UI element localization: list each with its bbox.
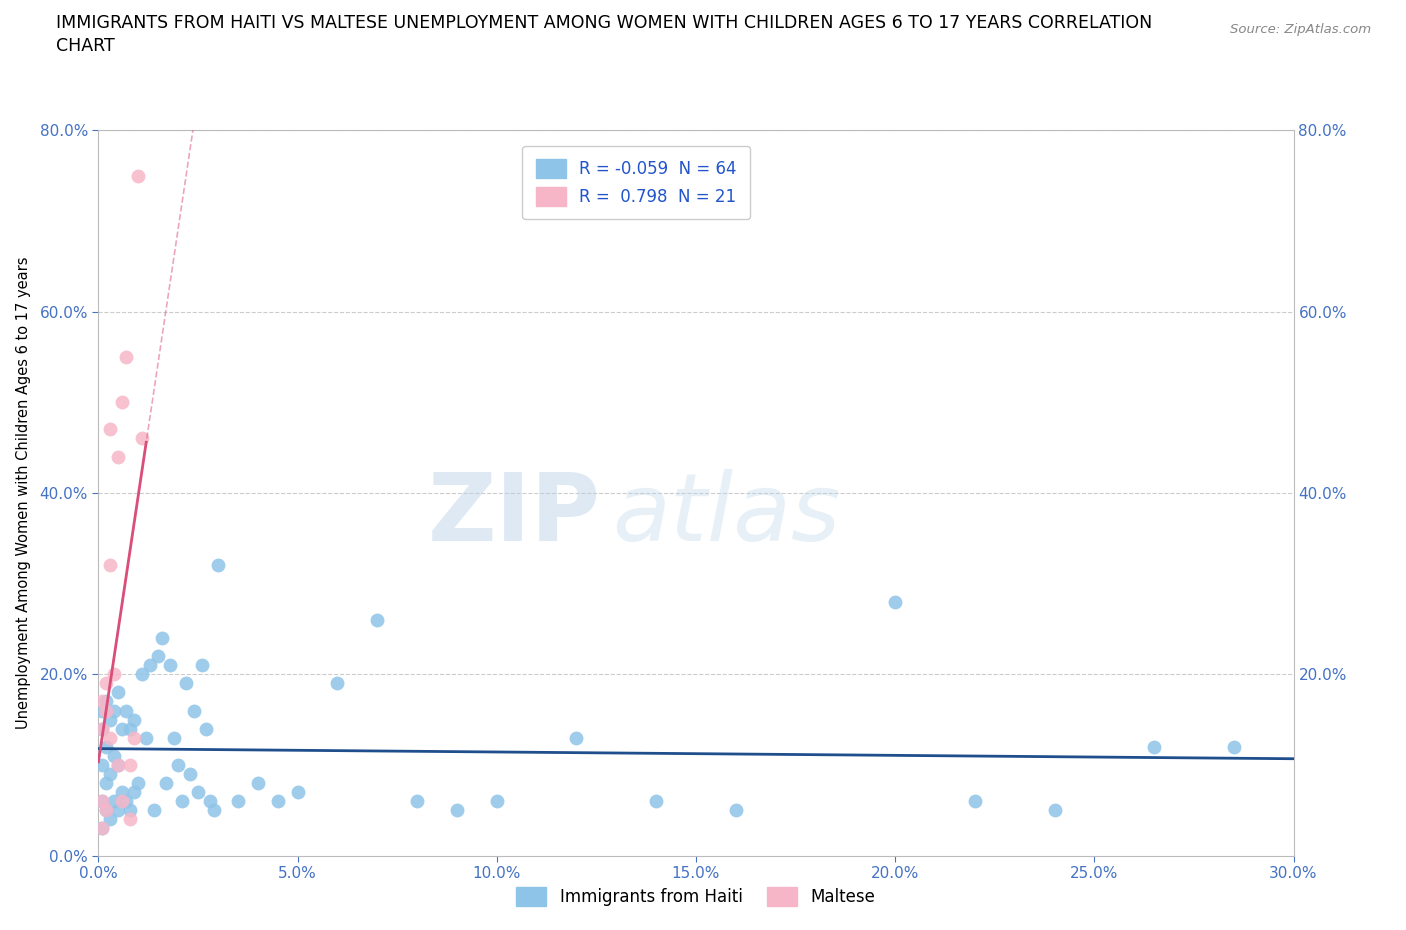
Point [91, 722, 114, 737]
Point [226, 794, 249, 809]
Point [100, 730, 122, 745]
Point [103, 794, 125, 809]
Point [139, 658, 162, 672]
Point [103, 749, 125, 764]
Point [1222, 739, 1246, 754]
Point [100, 558, 122, 573]
Point [187, 785, 209, 800]
Point [406, 794, 429, 809]
Point [91, 694, 114, 709]
Point [91, 794, 114, 809]
Point [127, 776, 149, 790]
Point [111, 785, 134, 800]
Point [96, 739, 118, 754]
Text: IMMIGRANTS FROM HAITI VS MALTESE UNEMPLOYMENT AMONG WOMEN WITH CHILDREN AGES 6 T: IMMIGRANTS FROM HAITI VS MALTESE UNEMPLO… [56, 14, 1153, 32]
Point [107, 803, 129, 817]
Point [202, 803, 225, 817]
Point [127, 168, 149, 183]
Point [111, 722, 134, 737]
Point [287, 785, 309, 800]
Point [135, 730, 157, 745]
Point [96, 803, 118, 817]
Point [963, 794, 986, 809]
Point [120, 722, 142, 737]
Point [124, 730, 146, 745]
Point [91, 703, 114, 718]
Point [195, 722, 218, 737]
Point [107, 757, 129, 772]
Point [1143, 739, 1166, 754]
Point [191, 658, 214, 672]
Point [115, 703, 138, 718]
Text: CHART: CHART [56, 37, 115, 55]
Point [246, 776, 269, 790]
Point [183, 703, 205, 718]
Point [143, 803, 166, 817]
Point [326, 676, 349, 691]
Point [96, 676, 118, 691]
Point [103, 703, 125, 718]
Point [163, 730, 186, 745]
Point [1043, 803, 1066, 817]
Point [267, 794, 290, 809]
Point [100, 766, 122, 781]
Point [111, 794, 134, 809]
Point [96, 694, 118, 709]
Point [111, 395, 134, 410]
Point [100, 712, 122, 727]
Point [207, 558, 229, 573]
Point [100, 422, 122, 437]
Point [91, 722, 114, 737]
Point [91, 757, 114, 772]
Point [565, 730, 588, 745]
Point [120, 757, 142, 772]
Point [148, 649, 170, 664]
Point [124, 785, 146, 800]
Point [103, 667, 125, 682]
Point [198, 794, 221, 809]
Point [124, 712, 146, 727]
Point [724, 803, 747, 817]
Point [131, 667, 153, 682]
Text: Source: ZipAtlas.com: Source: ZipAtlas.com [1230, 23, 1371, 36]
Point [115, 794, 138, 809]
Point [172, 794, 194, 809]
Point [96, 776, 118, 790]
Point [485, 794, 508, 809]
Point [91, 794, 114, 809]
Point [366, 613, 388, 628]
Point [131, 432, 153, 446]
Point [179, 766, 201, 781]
Point [115, 350, 138, 365]
Point [107, 684, 129, 700]
Text: ZIP: ZIP [427, 469, 600, 561]
Point [645, 794, 668, 809]
Point [107, 757, 129, 772]
Point [96, 803, 118, 817]
Legend: Immigrants from Haiti, Maltese: Immigrants from Haiti, Maltese [509, 880, 883, 912]
Y-axis label: Unemployment Among Women with Children Ages 6 to 17 years: Unemployment Among Women with Children A… [17, 257, 31, 729]
Point [159, 658, 181, 672]
Point [167, 757, 190, 772]
Point [120, 803, 142, 817]
Point [155, 776, 177, 790]
Point [96, 703, 118, 718]
Point [884, 594, 907, 609]
Text: atlas: atlas [613, 469, 841, 560]
Point [174, 676, 197, 691]
Point [107, 449, 129, 464]
Point [150, 631, 173, 645]
Point [100, 812, 122, 827]
Point [120, 812, 142, 827]
Point [446, 803, 468, 817]
Point [91, 821, 114, 836]
Point [91, 821, 114, 836]
